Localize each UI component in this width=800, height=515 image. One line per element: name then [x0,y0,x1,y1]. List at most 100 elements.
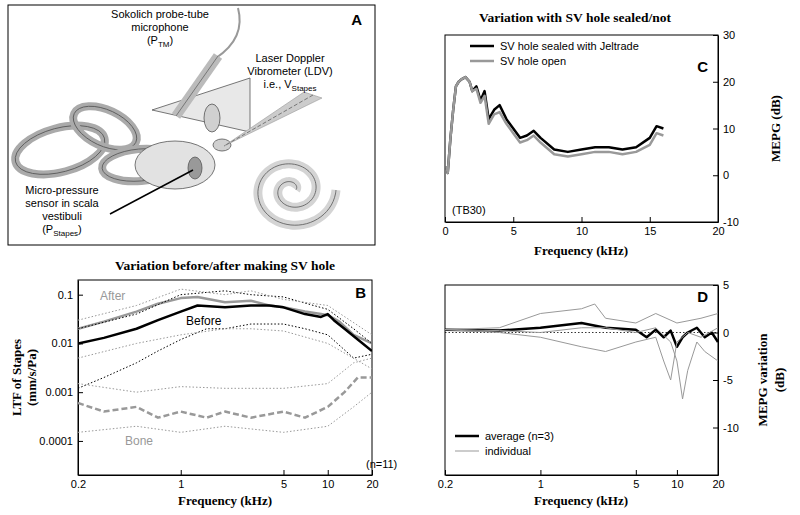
tick-mark [713,175,718,176]
axis-line [718,36,719,223]
tick-mark [328,470,329,475]
tick-label: 0.001 [45,386,73,398]
tick-mark [513,217,514,222]
series-label: Before [186,314,222,328]
tick: 20 [713,76,735,88]
tick-label: 10 [671,478,683,490]
symbol-sub: TM [158,40,170,49]
panel-letter: A [351,11,362,28]
series-line [78,329,372,369]
symbol-after: ) [78,223,82,235]
series-line [78,358,372,392]
figure-svg: A Sokolich probe-tubemicrophone(PTM) Laser… [0,0,800,515]
tick: 0.1 [58,289,83,301]
x-axis-title: Frequency (kHz) [534,493,628,508]
tick-mark [445,470,446,475]
sensor-lead [110,170,193,214]
tick-mark [713,82,718,83]
legend-label: individual [485,445,531,457]
tick: 20 [366,470,378,490]
tick-mark [650,217,651,222]
diagram-label: Sokolich probe-tube [111,8,209,20]
series-line [78,392,372,432]
symbol-sub: Stapes [292,84,317,93]
series-line [445,328,718,380]
tick-mark [78,392,83,393]
y-axis: 0.00010.0010.010.1 [39,281,83,476]
annotation: B [355,284,366,301]
tick-label: 5 [281,478,287,490]
series-line [78,324,372,388]
series-line [78,297,372,344]
y-axis: -100102030 [713,29,739,228]
tick: 5 [713,279,729,291]
tick: 0 [713,169,729,181]
probe-tube [176,56,218,116]
tick-mark [582,217,583,222]
tick-label: 0.1 [58,289,73,301]
diagram-label: Vibrometer (LDV) [247,65,332,77]
tick-label: 5 [511,225,517,237]
tick-mark [713,35,718,36]
ldv-axis [224,95,313,146]
figure: A Sokolich probe-tubemicrophone(PTM) Laser… [0,0,800,515]
tick-mark [540,470,541,475]
tick-label: -10 [723,422,739,434]
diagram-panel: A Sokolich probe-tubemicrophone(PTM) Laser… [8,5,375,245]
symbol-text: (P [147,34,158,46]
x-axis-title: Frequency (kHz) [178,493,272,508]
tick: 0.2 [438,470,453,490]
tick: -5 [713,374,733,386]
diagram-label: sensor in scala [25,197,99,209]
symbol-text: i.e., V [263,78,292,90]
y-axis-title: LTF of Stapes [9,339,24,416]
legend-label: SV hole open [500,55,566,67]
tick-mark [713,380,718,381]
diagram-label: microphone [131,21,188,33]
legend-swatch [470,45,494,48]
annotation: D [697,288,708,305]
stapes [213,139,231,151]
tick-label: 0.0001 [39,435,73,447]
diagram-symbol: (PStapes) [42,223,82,238]
plot-area [446,77,663,173]
ldv-beam [224,92,322,146]
y-axis-title: MEPG variation [755,333,770,427]
tick-label: 20 [723,76,735,88]
tick: 0.001 [45,386,83,398]
axis-line [446,222,719,223]
canal-outline [10,117,110,183]
tick-label: 1 [538,478,544,490]
axis-line [446,475,719,476]
annotation: C [697,58,708,75]
series-line [446,77,663,173]
plot-frame [445,35,718,222]
tick: 1 [178,470,184,490]
diagram-label: Laser Doppler [255,52,324,64]
series-line [445,304,718,330]
tick-label: 0.2 [438,478,453,490]
tick-mark [677,470,678,475]
annotation: (n=11) [366,458,397,470]
plot-area [445,304,718,399]
y-axis-title: (mm/s/Pa) [24,349,39,406]
anatomy [10,8,336,225]
x-axis: 0.2151020 [71,470,379,490]
probe-cable [216,8,240,58]
probe-tube-core [176,56,218,116]
axis-line [79,475,373,476]
diagram-symbol: (PTM) [147,34,173,49]
tick: 10 [713,123,735,135]
diagram-symbol: i.e., VStapes [263,78,316,93]
series-label: After [100,289,125,303]
tick-label: 20 [712,478,724,490]
tick-label: 0 [723,169,729,181]
tick-label: 0.2 [71,478,86,490]
tick-mark [713,428,718,429]
tick-label: 5 [723,279,729,291]
tick-label: 15 [644,225,656,237]
tick-label: 20 [366,478,378,490]
axis-line [78,281,79,476]
legend: average (n=3)individual [455,430,554,457]
diagram-label: Micro-pressure [25,184,98,196]
